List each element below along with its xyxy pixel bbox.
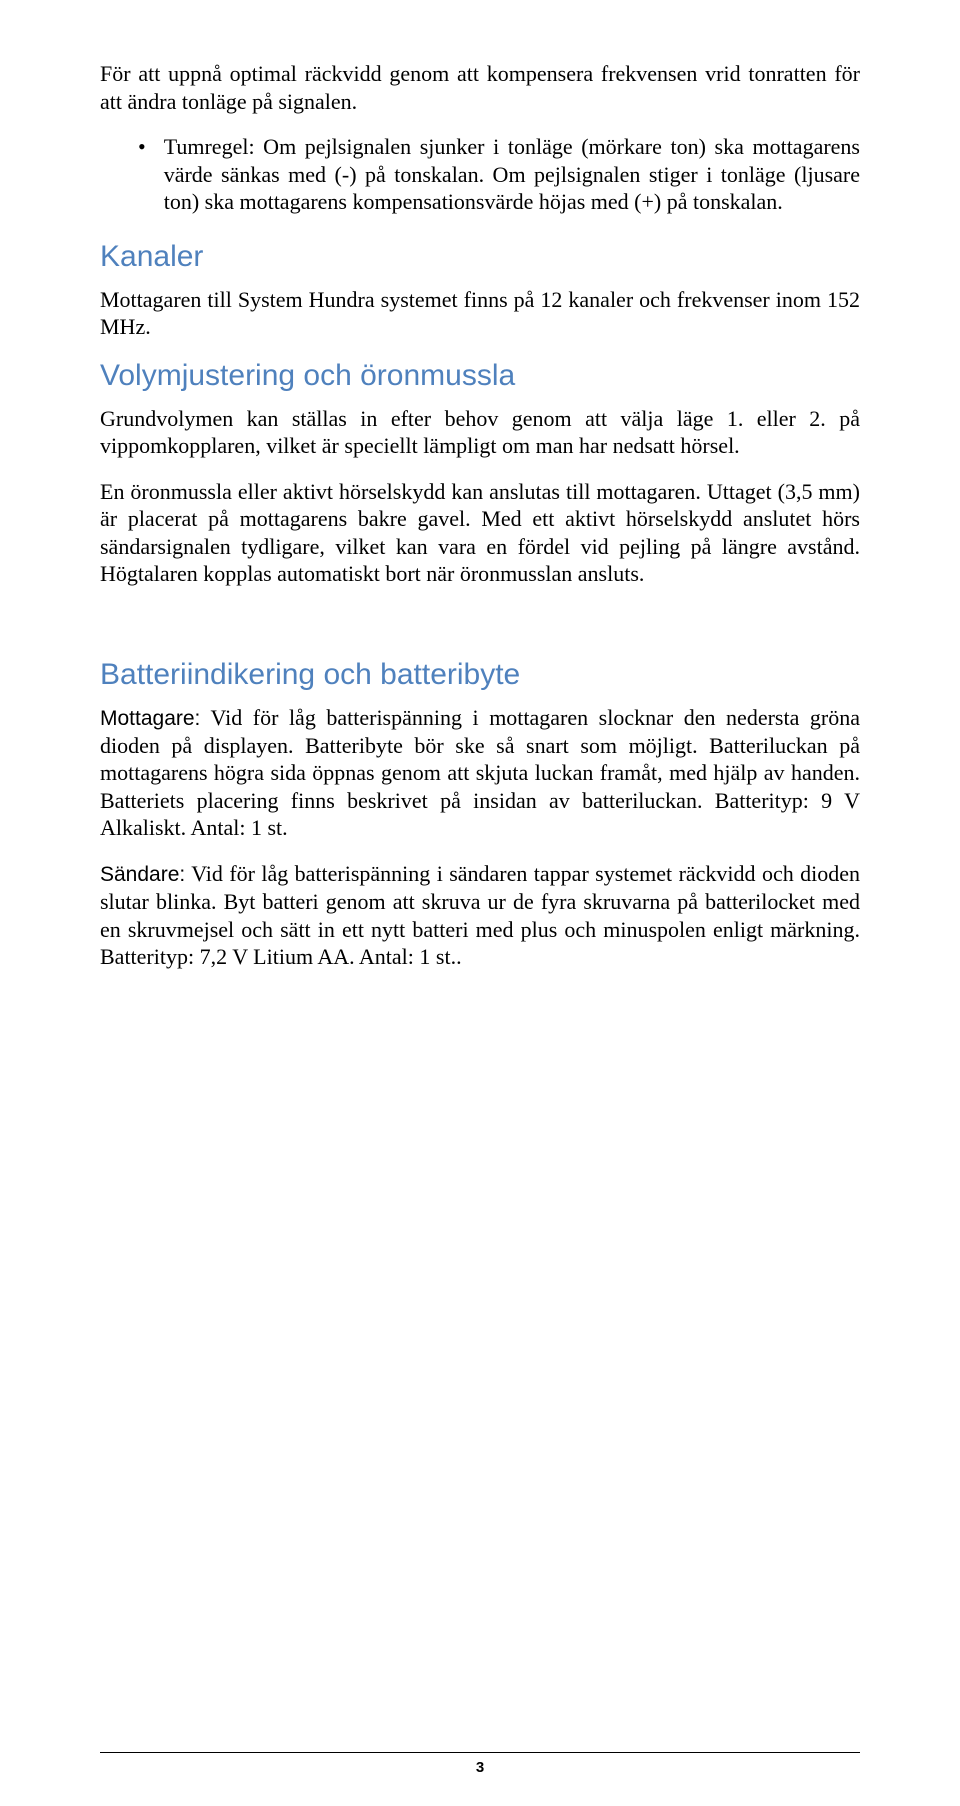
bullet-item: • Tumregel: Om pejlsignalen sjunker i to… — [138, 133, 860, 216]
batteri-sandare-paragraph: Sändare: Vid för låg batterispänning i s… — [100, 860, 860, 971]
volym-paragraph-1: Grundvolymen kan ställas in efter behov … — [100, 405, 860, 460]
document-page: För att uppnå optimal räckvidd genom att… — [0, 0, 960, 1806]
bullet-text: Tumregel: Om pejlsignalen sjunker i tonl… — [164, 133, 860, 216]
page-number: 3 — [100, 1759, 860, 1776]
bullet-marker: • — [138, 133, 146, 216]
mottagare-label: Mottagare: — [100, 707, 200, 730]
kanaler-paragraph: Mottagaren till System Hundra systemet f… — [100, 286, 860, 341]
volym-paragraph-2: En öronmussla eller aktivt hörselskydd k… — [100, 478, 860, 588]
intro-paragraph: För att uppnå optimal räckvidd genom att… — [100, 60, 860, 115]
heading-kanaler: Kanaler — [100, 240, 860, 274]
heading-batteri: Batteriindikering och batteribyte — [100, 658, 860, 692]
sandare-text: Vid för låg batterispänning i sändaren t… — [100, 861, 860, 969]
batteri-mottagare-paragraph: Mottagare: Vid för låg batterispänning i… — [100, 704, 860, 842]
heading-volym: Volymjustering och öronmussla — [100, 359, 860, 393]
page-footer: 3 — [100, 1752, 860, 1776]
sandare-label: Sändare: — [100, 863, 185, 886]
mottagare-text: Vid för låg batterispänning i mottagaren… — [100, 705, 860, 841]
footer-divider — [100, 1752, 860, 1753]
